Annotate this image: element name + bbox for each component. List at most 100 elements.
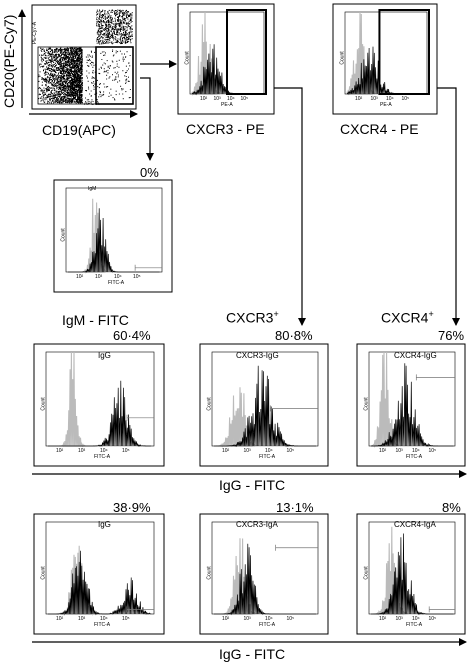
- row3-cxcr3-panel-x-axis: FITC-A: [259, 622, 276, 628]
- cxcr4-panel-tick-0: 10²: [355, 96, 363, 102]
- igm-panel-tick-1: 10³: [95, 274, 103, 280]
- row2-cxcr3-title: CXCR3-IgG: [236, 351, 279, 360]
- row3-igg-panel-sample-hist: [48, 550, 152, 616]
- cxcr3-panel-tick-0: 10²: [200, 96, 208, 102]
- row2-cxcr3-panel-tick-0: 10²: [222, 448, 230, 454]
- row3-cxcr3-panel-tick-1: 10³: [243, 616, 251, 622]
- row2-igg-panel-tick-2: 10⁴: [100, 448, 108, 454]
- row3-igg-panel-frame: [33, 513, 165, 635]
- row2-cxcr3-panel-tick-1: 10³: [243, 448, 251, 454]
- row2-cxcr4-panel-tick-0: 10²: [379, 448, 387, 454]
- row3-cxcr4-panel-tick-1: 10³: [395, 616, 403, 622]
- cxcr4-panel-gate-box: [378, 9, 431, 95]
- row2-igg-panel-tick-3: 10⁵: [122, 448, 130, 454]
- cxcr4-panel-tick-1: 10³: [370, 96, 378, 102]
- cxcr3-panel-tick-1: 10³: [213, 96, 221, 102]
- row2-cxcr3-panel-tick-3: 10⁵: [286, 448, 295, 454]
- row2-cxcr4-panel-sample-hist: [371, 363, 454, 447]
- igm-panel-y-axis: Count: [60, 228, 67, 242]
- row3-cxcr3-panel-y-axis: Count: [206, 566, 213, 580]
- cxcr4-panel-y-axis: Count: [339, 51, 346, 65]
- row3-igg-title: IgG: [98, 520, 111, 529]
- row2-cxcr4-panel-tick-3: 10⁵: [428, 448, 437, 454]
- igm-fitc-label: IgM - FITC: [62, 312, 129, 328]
- row2-igg-panel-y-axis: Count: [40, 397, 47, 411]
- igm-percent: 0%: [140, 165, 159, 180]
- igm-panel-sample-hist: [68, 208, 160, 273]
- cd19-axis-label: CD19(APC): [42, 122, 116, 138]
- row3-cxcr3-panel-tick-2: 10⁴: [265, 616, 273, 622]
- row3-igg-panel-x-axis: FITC-A: [94, 622, 111, 628]
- cxcr4-plus-label: CXCR4+: [381, 309, 434, 326]
- igm-panel-tick-3: 10⁵: [133, 274, 141, 280]
- cxcr3-panel-gate-box: [226, 9, 267, 95]
- igm-panel-tick-0: 10²: [76, 274, 84, 280]
- cxcr3-pe-label: CXCR3 - PE: [186, 121, 265, 137]
- igm-panel-tick-2: 10⁴: [114, 274, 122, 280]
- row3-cxcr4-panel-x-axis: FITC-A: [406, 622, 423, 628]
- row2-igg-panel-tick-1: 10³: [78, 448, 86, 454]
- cxcr3-panel-x-axis: PE-A: [221, 102, 233, 108]
- row3-cxcr4-percent: 8%: [442, 500, 461, 515]
- row2-cxcr4-panel-x-axis: FITC-A: [406, 454, 423, 460]
- row3-igg-panel-tick-1: 10³: [78, 616, 86, 622]
- row3-cxcr3-panel-tick-0: 10²: [222, 616, 230, 622]
- row3-cxcr4-panel-tick-2: 10⁴: [412, 616, 420, 622]
- row2-igg-title: IgG: [98, 351, 111, 360]
- row2-cxcr3-panel-x-axis: FITC-A: [259, 454, 276, 460]
- igm-panel-x-axis: FITC-A: [108, 280, 125, 286]
- cxcr3-plus-label: CXCR3+: [226, 309, 279, 326]
- cxcr3-panel-y-axis: Count: [184, 51, 191, 65]
- cxcr4-panel-tick-2: 10⁴: [386, 96, 394, 102]
- igm-title: IgM: [88, 186, 97, 192]
- row3-fitc-label: IgG - FITC: [219, 646, 286, 662]
- dot-plot-gate-cd19: [95, 46, 134, 105]
- row2-igg-panel-x-axis: FITC-A: [94, 454, 111, 460]
- row2-igg-panel-sample-hist: [48, 380, 152, 447]
- row2-cxcr3-percent: 80·8%: [275, 328, 313, 343]
- row2-cxcr4-panel-y-axis: Count: [363, 397, 370, 411]
- dot-plot-x-label: APC-A: [84, 101, 100, 107]
- row2-igg-panel-frame: [33, 343, 165, 467]
- row3-cxcr4-panel-frame: [356, 513, 466, 635]
- cxcr4-panel-tick-3: 10⁵: [401, 96, 410, 102]
- row2-cxcr4-title: CXCR4-IgG: [394, 351, 437, 360]
- igm-panel-frame: [53, 179, 173, 293]
- cxcr4-panel-frame: [332, 3, 438, 115]
- row3-cxcr4-panel-sample-hist: [371, 533, 454, 616]
- arrow-cxcr4-down: [437, 87, 460, 326]
- cxcr4-pe-label: CXCR4 - PE: [340, 121, 419, 137]
- row2-cxcr3-panel-y-axis: Count: [206, 397, 213, 411]
- row3-igg-panel-tick-3: 10⁵: [122, 616, 130, 622]
- row3-cxcr3-panel-frame: [199, 513, 329, 635]
- cxcr4-panel-x-axis: PE-A: [380, 102, 392, 108]
- cd20-axis-label: CD20(PE-Cy7): [1, 14, 17, 108]
- row2-cxcr4-percent: 76%: [438, 328, 465, 343]
- arrow-to-igm: [140, 77, 154, 161]
- row3-igg-panel-tick-2: 10⁴: [100, 616, 108, 622]
- dot-plot-events: [38, 9, 133, 104]
- row3-cxcr3-panel-tick-3: 10⁵: [286, 616, 295, 622]
- row2-igg-percent: 60·4%: [113, 328, 151, 343]
- row2-cxcr4-panel-tick-2: 10⁴: [412, 448, 420, 454]
- row3-igg-panel-y-axis: Count: [40, 566, 47, 580]
- row3-cxcr4-panel-tick-0: 10²: [379, 616, 387, 622]
- row2-fitc-label: IgG - FITC: [219, 477, 286, 493]
- cxcr3-panel-tick-2: 10⁴: [227, 96, 235, 102]
- row3-igg-panel-tick-0: 10²: [56, 616, 64, 622]
- dot-plot-y-label: PE-Cy7-A: [32, 21, 39, 45]
- row3-igg-percent: 38·9%: [113, 500, 151, 515]
- cxcr3-panel-tick-3: 10⁵: [240, 96, 249, 102]
- row3-cxcr3-title: CXCR3-IgA: [236, 520, 278, 529]
- arrow-cxcr3-down: [274, 87, 306, 326]
- row3-cxcr4-panel-tick-3: 10⁵: [428, 616, 437, 622]
- row3-cxcr4-panel-y-axis: Count: [363, 566, 370, 580]
- row2-igg-panel-tick-0: 10²: [56, 448, 64, 454]
- row3-cxcr4-title: CXCR4-IgA: [394, 520, 436, 529]
- row2-cxcr3-panel-tick-2: 10⁴: [265, 448, 273, 454]
- row3-cxcr3-percent: 13·1%: [276, 500, 314, 515]
- row2-cxcr4-panel-tick-1: 10³: [395, 448, 403, 454]
- row2-cxcr3-panel-sample-hist: [214, 365, 316, 448]
